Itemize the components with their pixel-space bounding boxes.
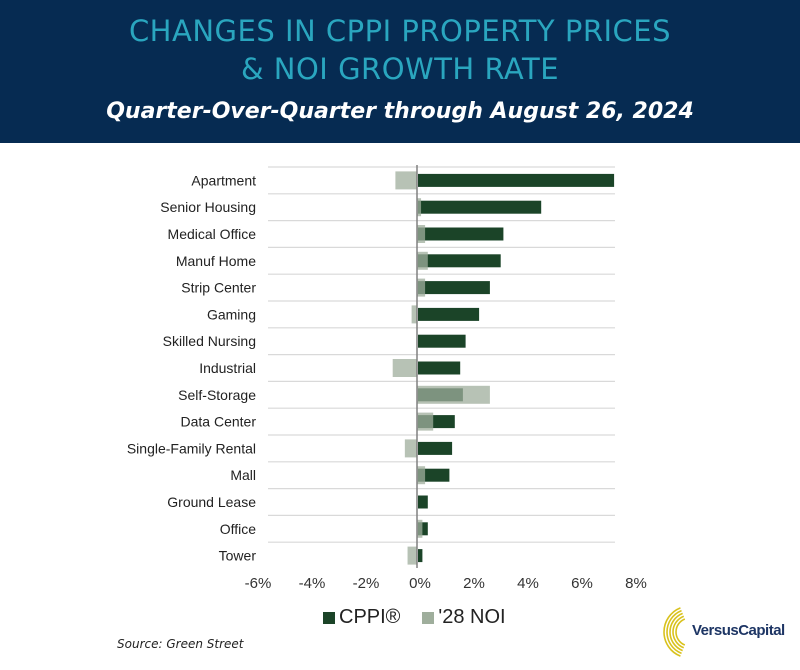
bar-chart: Apartment Senior Housing Medical Office Man…	[127, 165, 647, 592]
logo-arc	[666, 609, 682, 655]
bar-cppi	[418, 227, 504, 241]
gridlines	[268, 166, 615, 543]
category-label: Self-Storage	[178, 387, 256, 403]
category-label: Skilled Nursing	[163, 333, 256, 349]
category-label: Ground Lease	[167, 494, 256, 510]
logo-arc	[675, 618, 686, 646]
logo-arc	[672, 615, 685, 649]
legend-item-noi: '28 NOI	[422, 606, 506, 629]
category-label: Tower	[219, 548, 257, 564]
bar-cppi	[418, 334, 466, 348]
bar-cppi	[418, 281, 490, 295]
chart-title-line2: & NOI GROWTH RATE	[240, 52, 560, 86]
bar-noi	[411, 305, 417, 324]
category-label: Office	[220, 521, 257, 537]
x-tick-label: 6%	[571, 575, 593, 592]
logo-arcs-icon	[663, 607, 686, 657]
logo-text: VersusCapital	[692, 622, 785, 639]
bar-noi	[417, 466, 426, 485]
chart-subtitle: Quarter-Over-Quarter through August 26, …	[106, 99, 694, 124]
bar-noi	[417, 385, 490, 404]
x-tick-label: 4%	[517, 575, 539, 592]
x-tick-label: -4%	[299, 575, 326, 592]
bar-noi	[417, 225, 426, 243]
legend: CPPI® '28 NOI	[323, 606, 528, 629]
legend-label-cppi: CPPI®	[339, 606, 401, 628]
bar-noi	[417, 519, 423, 538]
bar-noi	[417, 412, 434, 431]
bar-noi	[392, 359, 417, 377]
category-label: Gaming	[207, 306, 256, 322]
x-tick-labels: -6% -4% -2% 0% 2% 4% 6% 8%	[245, 575, 647, 592]
bar-cppi	[418, 522, 428, 536]
x-tick-label: 8%	[625, 575, 647, 592]
cppi-bars	[418, 173, 615, 563]
bar-cppi	[418, 307, 480, 321]
legend-label-noi: '28 NOI	[438, 606, 506, 628]
chart-title-line1: CHANGES IN CPPI PROPERTY PRICES	[128, 14, 672, 48]
logo-arc	[663, 607, 681, 657]
category-label: Data Center	[181, 414, 257, 430]
legend-swatch-cppi	[323, 611, 335, 624]
category-label: Senior Housing	[160, 199, 256, 215]
bar-noi	[417, 278, 426, 297]
bar-noi	[417, 251, 428, 270]
bar-noi	[407, 546, 417, 565]
bar-cppi	[418, 361, 461, 375]
bar-cppi	[418, 200, 542, 214]
x-tick-label: -2%	[353, 575, 380, 592]
category-label: Single-Family Rental	[127, 440, 256, 456]
header-banner: CHANGES IN CPPI PROPERTY PRICES & NOI GR…	[0, 0, 800, 143]
category-label: Medical Office	[168, 226, 257, 242]
category-label: Strip Center	[181, 280, 256, 296]
x-tick-label: -6%	[245, 575, 272, 592]
bar-cppi	[418, 441, 453, 455]
legend-item-cppi: CPPI®	[323, 606, 400, 629]
logo-arc	[669, 612, 683, 652]
bar-noi	[404, 439, 417, 458]
bar-noi	[417, 198, 422, 217]
bar-cppi	[418, 254, 501, 268]
category-label: Manuf Home	[176, 253, 256, 269]
versus-capital-logo: VersusCapital	[650, 600, 800, 665]
bar-cppi	[418, 468, 450, 482]
bar-cppi	[418, 495, 428, 509]
category-label: Industrial	[199, 360, 256, 376]
noi-bars	[392, 171, 490, 565]
bar-cppi	[418, 173, 615, 187]
source-note: Source: Green Street	[117, 637, 244, 651]
bar-noi	[395, 171, 417, 190]
legend-swatch-noi	[422, 611, 435, 624]
bar-cppi	[418, 549, 423, 563]
x-tick-label: 2%	[463, 575, 485, 592]
category-label: Mall	[230, 467, 256, 483]
category-labels: Apartment Senior Housing Medical Office Man…	[127, 172, 257, 563]
x-tick-label: 0%	[409, 575, 431, 592]
category-label: Apartment	[191, 172, 256, 188]
